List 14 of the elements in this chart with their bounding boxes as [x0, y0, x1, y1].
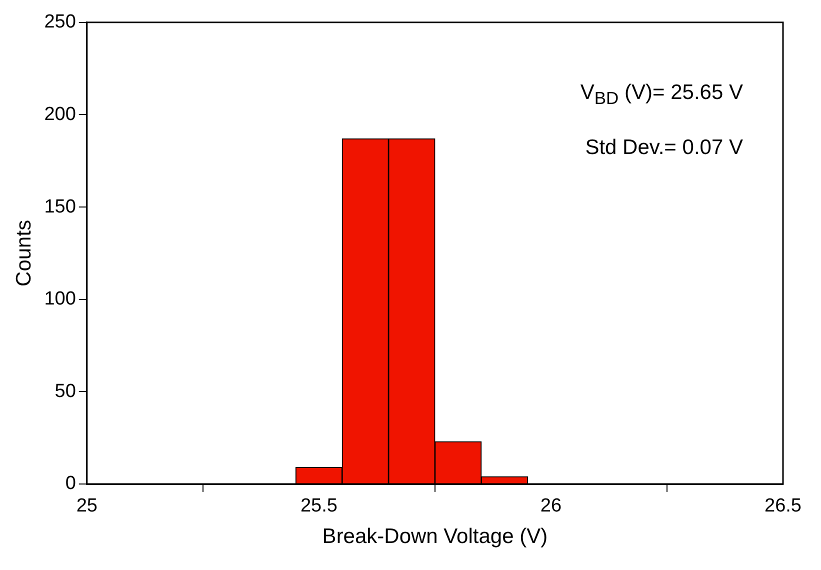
y-tick-label: 100 — [44, 288, 76, 310]
x-tick-label: 25 — [76, 496, 98, 517]
x-tick-label: 25.5 — [300, 496, 338, 517]
y-tick-label: 250 — [44, 12, 76, 33]
y-tick-label: 200 — [44, 104, 76, 125]
y-tick-label: 0 — [65, 473, 76, 494]
y-axis-title: Counts — [12, 220, 36, 286]
annotation: V$_{BD}$ (V)= 25.65 V — [580, 80, 743, 110]
annotation: Std Dev.= 0.07 V — [584, 135, 743, 162]
y-tick-label: 150 — [44, 196, 76, 218]
x-tick-label: 26 — [540, 496, 562, 517]
x-axis-title: Break-Down Voltage (V) — [322, 525, 548, 548]
y-tick-label: 50 — [54, 380, 76, 402]
x-tick-label: 26.5 — [764, 496, 802, 517]
